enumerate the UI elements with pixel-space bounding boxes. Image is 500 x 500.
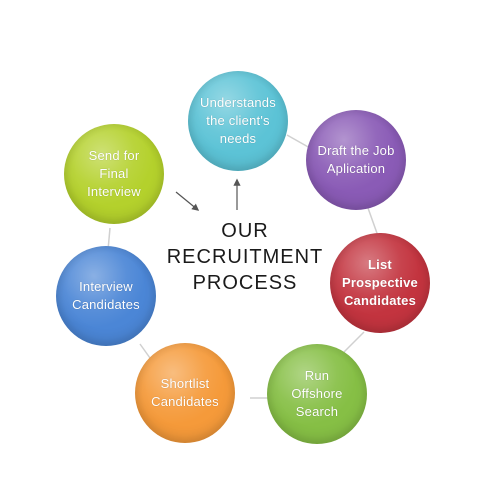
- diagram-title: OUR RECRUITMENT PROCESS: [160, 218, 330, 296]
- step-list-prospective-candidates: List Prospective Candidates: [330, 233, 430, 333]
- title-line: PROCESS: [192, 272, 298, 294]
- title-line: OUR: [221, 220, 269, 242]
- title-line: RECRUITMENT: [166, 246, 324, 268]
- connector-line: [107, 227, 111, 251]
- step-label: Interview Candidates: [72, 279, 140, 312]
- step-draft-job-application: Draft the Job Aplication: [306, 110, 406, 210]
- connector-line: [286, 134, 311, 149]
- step-run-offshore-search: Run Offshore Search: [267, 344, 367, 444]
- step-label: Understands the client's needs: [200, 95, 276, 146]
- step-label: List Prospective Candidates: [342, 257, 418, 308]
- step-label: Draft the Job Aplication: [317, 143, 395, 176]
- step-understands-client-needs: Understands the client's needs: [188, 71, 288, 171]
- step-label: Send for Final Interview: [87, 148, 141, 199]
- step-label: Run Offshore Search: [291, 368, 343, 419]
- connector-line: [367, 207, 379, 237]
- connector-line: [343, 331, 365, 353]
- step-interview-candidates: Interview Candidates: [56, 246, 156, 346]
- step-label: Shortlist Candidates: [151, 376, 219, 409]
- step-shortlist-candidates: Shortlist Candidates: [135, 343, 235, 443]
- step-send-for-final-interview: Send for Final Interview: [64, 124, 164, 224]
- flow-arrow: [175, 191, 200, 211]
- connector-line: [139, 343, 151, 359]
